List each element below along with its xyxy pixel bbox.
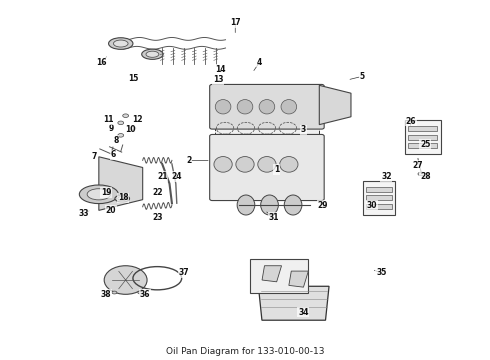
Ellipse shape (237, 100, 253, 114)
FancyBboxPatch shape (210, 85, 324, 129)
Ellipse shape (79, 185, 118, 203)
Text: 14: 14 (216, 65, 226, 74)
Text: 7: 7 (91, 152, 97, 161)
Text: 1: 1 (274, 165, 279, 174)
Text: 11: 11 (103, 115, 114, 124)
Text: 10: 10 (125, 126, 136, 135)
Bar (367, 195, 392, 201)
Bar (363, 181, 395, 215)
Ellipse shape (118, 197, 126, 201)
Bar (250, 258, 308, 293)
Ellipse shape (236, 157, 254, 172)
Bar (408, 143, 438, 148)
Polygon shape (262, 266, 282, 282)
Text: 38: 38 (101, 290, 111, 299)
Text: 18: 18 (118, 193, 128, 202)
Text: 17: 17 (230, 18, 241, 27)
Polygon shape (319, 85, 351, 125)
Bar (215, 118, 319, 138)
Text: 23: 23 (152, 213, 163, 222)
Text: 24: 24 (172, 172, 182, 181)
Ellipse shape (130, 126, 136, 130)
Text: 13: 13 (213, 76, 223, 85)
Ellipse shape (115, 195, 129, 202)
Ellipse shape (114, 40, 128, 47)
Polygon shape (258, 286, 329, 320)
Text: 34: 34 (298, 308, 309, 317)
Text: Oil Pan Diagram for 133-010-00-13: Oil Pan Diagram for 133-010-00-13 (166, 347, 324, 356)
Text: 30: 30 (367, 201, 377, 210)
Text: 33: 33 (79, 210, 90, 219)
Text: 29: 29 (318, 201, 328, 210)
Text: 37: 37 (179, 268, 190, 277)
Text: 2: 2 (186, 156, 192, 165)
Ellipse shape (261, 195, 278, 215)
Ellipse shape (418, 172, 425, 176)
Text: 15: 15 (128, 74, 138, 83)
Polygon shape (289, 271, 308, 287)
Ellipse shape (281, 100, 296, 114)
Bar (405, 120, 441, 154)
Text: 8: 8 (113, 136, 119, 145)
Text: 19: 19 (101, 188, 111, 197)
Text: 36: 36 (140, 290, 150, 299)
Text: 32: 32 (381, 172, 392, 181)
Ellipse shape (87, 189, 111, 200)
Text: 31: 31 (269, 213, 279, 222)
Text: 3: 3 (301, 126, 306, 135)
Text: 9: 9 (108, 124, 114, 133)
Text: 25: 25 (420, 140, 430, 149)
Bar (408, 135, 438, 140)
Ellipse shape (118, 134, 123, 137)
Ellipse shape (259, 100, 275, 114)
Ellipse shape (284, 195, 302, 215)
Text: 28: 28 (420, 172, 431, 181)
Polygon shape (99, 157, 143, 210)
Ellipse shape (118, 121, 123, 125)
Text: 27: 27 (413, 161, 423, 170)
Bar (367, 187, 392, 192)
Text: 20: 20 (106, 206, 116, 215)
Ellipse shape (109, 38, 133, 49)
Text: 21: 21 (157, 172, 168, 181)
Text: 26: 26 (405, 117, 416, 126)
Ellipse shape (258, 157, 276, 172)
Ellipse shape (142, 49, 163, 59)
Ellipse shape (138, 291, 143, 294)
Ellipse shape (146, 51, 159, 57)
Bar (408, 126, 438, 131)
Text: 16: 16 (96, 58, 106, 67)
Ellipse shape (122, 114, 128, 117)
FancyBboxPatch shape (210, 134, 324, 201)
Text: 6: 6 (111, 150, 116, 159)
Text: 5: 5 (359, 72, 365, 81)
Ellipse shape (112, 291, 117, 294)
Text: 35: 35 (376, 268, 387, 277)
Text: 22: 22 (152, 188, 163, 197)
Ellipse shape (215, 100, 231, 114)
Text: 12: 12 (133, 115, 143, 124)
Text: 4: 4 (257, 58, 262, 67)
Ellipse shape (104, 266, 147, 294)
Ellipse shape (280, 157, 298, 172)
Bar (367, 204, 392, 209)
Ellipse shape (237, 195, 255, 215)
Ellipse shape (214, 157, 232, 172)
